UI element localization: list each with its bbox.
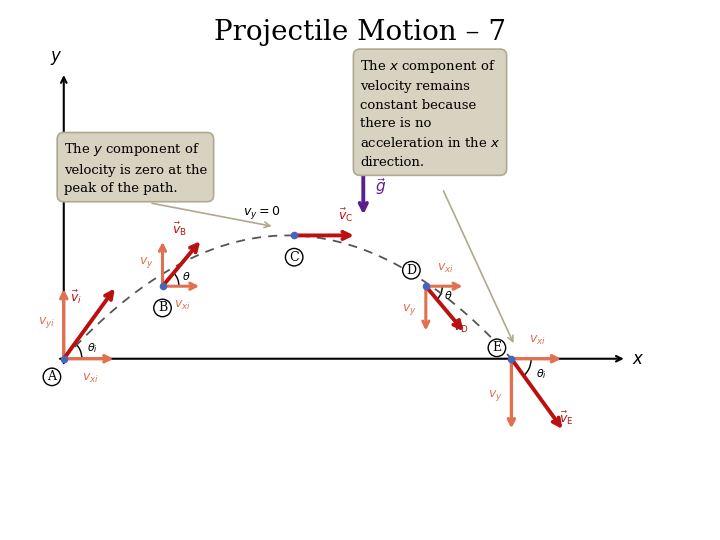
Text: Projectile Motion – 7: Projectile Motion – 7 [214,19,506,46]
Text: A: A [48,370,56,383]
Text: $\vec{v}_\mathrm{C}$: $\vec{v}_\mathrm{C}$ [338,206,353,224]
Text: $v_{xi}$: $v_{xi}$ [529,334,546,347]
Text: $v_{xi}$: $v_{xi}$ [437,261,454,275]
Text: $\theta_i$: $\theta_i$ [536,368,547,381]
Text: E: E [492,341,502,354]
Text: $v_y = 0$: $v_y = 0$ [243,204,280,221]
Text: $\vec{v}_\mathrm{B}$: $\vec{v}_\mathrm{B}$ [172,221,187,238]
Text: C: C [289,251,299,264]
Text: $\theta_i$: $\theta_i$ [87,341,98,355]
Text: $\vec{v}_\mathrm{D}$: $\vec{v}_\mathrm{D}$ [454,318,469,335]
Text: $v_{xi}$: $v_{xi}$ [174,299,191,312]
Text: $\theta$: $\theta$ [444,289,453,301]
Text: $v_y$: $v_y$ [402,302,417,318]
Text: B: B [158,301,167,314]
Text: $v_{yi}$: $v_{yi}$ [37,315,55,330]
Text: D: D [406,264,416,276]
Text: $x$: $x$ [632,350,644,368]
Text: $v_{xi}$: $v_{xi}$ [81,372,99,385]
Text: $\vec{v}_\mathrm{E}$: $\vec{v}_\mathrm{E}$ [559,409,573,427]
Text: $y$: $y$ [50,49,62,67]
Text: The $x$ component of
velocity remains
constant because
there is no
acceleration : The $x$ component of velocity remains co… [360,58,500,169]
Text: $\vec{v}_i$: $\vec{v}_i$ [70,289,81,306]
Text: The $y$ component of
velocity is zero at the
peak of the path.: The $y$ component of velocity is zero at… [64,141,207,195]
Text: $v_y$: $v_y$ [487,388,502,402]
Text: $\vec{g}$: $\vec{g}$ [375,176,387,197]
Text: $v_y$: $v_y$ [139,255,153,270]
Text: $\theta$: $\theta$ [182,269,191,282]
